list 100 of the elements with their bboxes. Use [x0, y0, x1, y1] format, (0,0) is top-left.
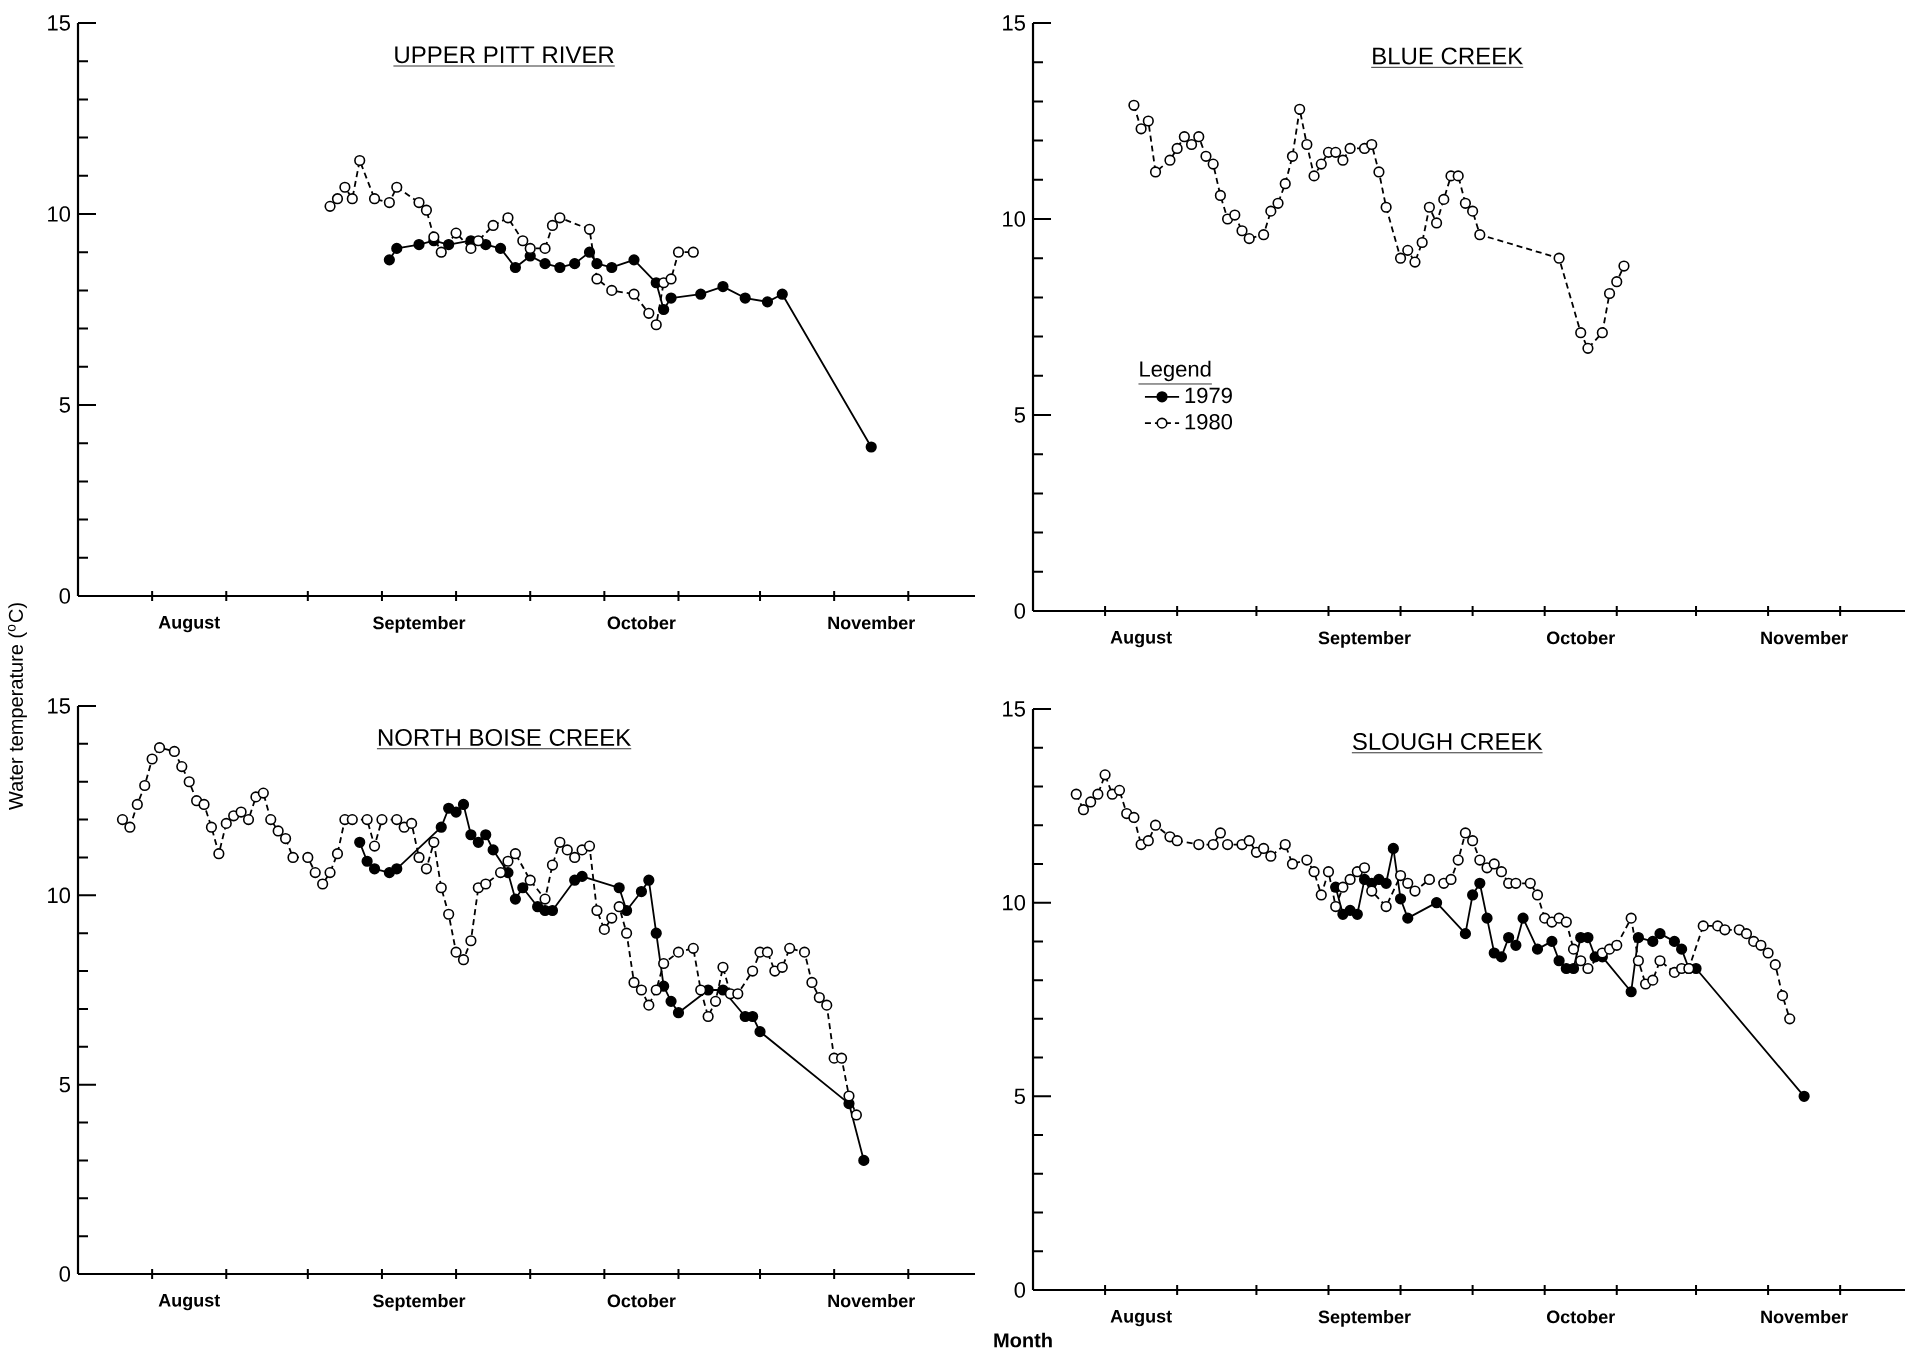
point	[1308, 170, 1320, 182]
point	[435, 246, 447, 258]
point	[354, 154, 366, 167]
point	[1135, 123, 1147, 135]
point	[1214, 189, 1226, 202]
point	[413, 196, 425, 209]
point	[1193, 131, 1205, 143]
point	[1459, 928, 1472, 940]
point	[1207, 158, 1219, 170]
point	[1467, 889, 1479, 901]
point	[435, 821, 447, 833]
point	[1416, 236, 1428, 249]
point	[1654, 928, 1666, 940]
point	[613, 882, 625, 894]
point	[1315, 158, 1327, 170]
point	[361, 855, 373, 867]
point	[1286, 150, 1299, 162]
point	[1553, 955, 1565, 967]
point	[1474, 229, 1486, 241]
point	[472, 836, 484, 848]
point	[1430, 217, 1443, 229]
point	[776, 288, 788, 300]
point	[1452, 170, 1464, 182]
point	[383, 196, 395, 209]
point	[1301, 138, 1313, 151]
point	[1553, 252, 1565, 264]
legend-label: 1979	[1185, 387, 1232, 404]
point	[487, 219, 499, 232]
point	[413, 238, 425, 251]
point	[1236, 225, 1248, 237]
point	[1142, 115, 1154, 127]
point	[1481, 912, 1493, 924]
point	[391, 242, 403, 254]
point	[650, 319, 662, 331]
point	[391, 181, 403, 193]
point	[628, 254, 640, 266]
point	[1337, 154, 1349, 166]
point	[546, 219, 559, 232]
point	[569, 258, 581, 270]
point	[1380, 877, 1392, 889]
y-tick-label: 0	[1014, 1282, 1026, 1298]
point	[554, 212, 566, 224]
point	[1632, 931, 1644, 944]
x-tick-label: September	[1318, 1310, 1411, 1327]
point	[1517, 912, 1529, 924]
point	[324, 200, 336, 212]
legend-label: 1980	[1185, 414, 1233, 430]
point	[502, 212, 514, 224]
point	[1128, 99, 1140, 111]
point	[739, 292, 751, 304]
point	[494, 242, 507, 254]
point	[1402, 912, 1414, 924]
point	[457, 798, 470, 811]
text: NORTH BOISE CREEK	[378, 728, 631, 746]
point	[1229, 209, 1241, 221]
point	[754, 1026, 766, 1038]
point	[1611, 276, 1623, 288]
legend-title: Legend	[1140, 360, 1211, 382]
y-tick-label: 5	[59, 1077, 70, 1093]
point	[509, 893, 521, 905]
point	[1402, 244, 1414, 256]
y-tick-label: 10	[1003, 211, 1026, 227]
text: SLOUGH CREEK	[1352, 732, 1543, 750]
point	[606, 261, 618, 274]
y-tick-label: 15	[1003, 15, 1025, 31]
point	[583, 246, 596, 258]
point	[1279, 178, 1291, 190]
y-tick-label: 10	[48, 206, 71, 222]
point	[487, 844, 499, 856]
y-tick-label: 0	[1014, 603, 1026, 619]
point	[1423, 201, 1435, 213]
point	[428, 231, 440, 243]
point	[368, 863, 381, 875]
point	[1243, 232, 1255, 245]
point	[628, 288, 640, 300]
point	[1171, 142, 1183, 155]
point	[1149, 166, 1162, 178]
point	[858, 1154, 870, 1167]
point	[1798, 1090, 1810, 1102]
point	[1495, 951, 1508, 963]
x-tick-label: August	[1110, 1310, 1172, 1327]
point	[383, 254, 395, 266]
point	[1531, 943, 1544, 955]
point	[1647, 935, 1659, 947]
point	[1546, 935, 1558, 947]
point	[1409, 256, 1421, 268]
x-tick-label: November	[1761, 1310, 1848, 1324]
y-tick-label: 15	[48, 698, 70, 714]
point	[665, 292, 677, 304]
point	[1344, 142, 1356, 155]
x-tick-label: October	[1546, 1310, 1615, 1324]
point	[583, 223, 596, 235]
point	[1625, 986, 1637, 998]
point	[591, 273, 603, 285]
y-tick-label: 5	[1014, 407, 1025, 423]
y-tick-label: 5	[59, 397, 70, 413]
point	[368, 193, 381, 205]
point	[420, 204, 433, 216]
point	[1676, 943, 1688, 955]
point	[606, 284, 618, 296]
